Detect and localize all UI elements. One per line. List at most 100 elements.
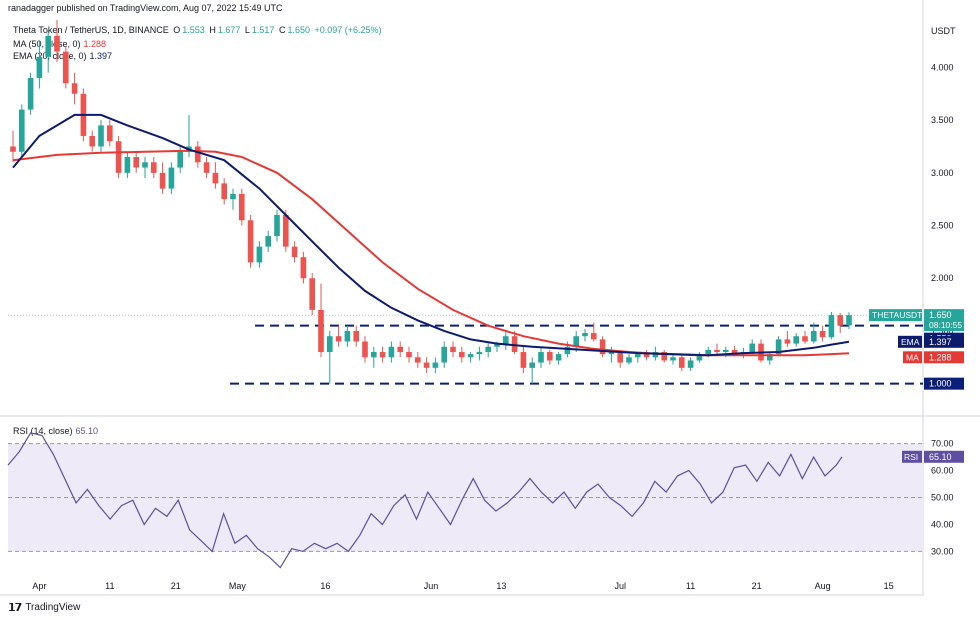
tradingview-logo-icon: 𝟭𝟳	[8, 602, 22, 614]
candle-body	[705, 349, 711, 355]
candle-body	[36, 56, 43, 78]
candle-body	[687, 360, 694, 368]
candle-body	[476, 352, 483, 355]
candle-body	[564, 346, 571, 355]
candle-body	[54, 35, 60, 52]
candle-body	[767, 354, 773, 361]
candle-body	[511, 336, 518, 353]
time-tick-label: 15	[884, 581, 894, 591]
candle-body	[459, 352, 465, 358]
candle-body	[441, 346, 447, 363]
candle-body	[124, 157, 131, 173]
currency-label: USDT	[931, 26, 956, 36]
time-tick-label: 21	[171, 581, 181, 591]
support-value: 1.000	[929, 379, 952, 389]
support-tag	[924, 377, 964, 390]
candle-body	[45, 35, 51, 57]
candle-body	[247, 220, 254, 263]
candle-body	[573, 336, 579, 347]
candle-body	[802, 336, 808, 342]
candle-body	[599, 339, 606, 355]
rsi-tick-label: 60.00	[931, 466, 954, 476]
symbol-name[interactable]: Theta Token / TetherUS, 1D, BINANCE	[13, 25, 169, 35]
candle-body	[793, 336, 799, 344]
time-tick-label: 21	[752, 581, 762, 591]
candle-body	[538, 352, 544, 363]
rsi-tick-label: 40.00	[931, 519, 954, 529]
candle-body	[221, 183, 227, 200]
candle-body	[670, 357, 676, 361]
candle-body	[547, 352, 553, 361]
ma-tag	[903, 351, 922, 364]
candle-body	[256, 246, 263, 263]
candle-body	[555, 354, 562, 361]
high-value: 1.677	[217, 25, 241, 35]
candle-body	[159, 172, 166, 189]
candle-body	[828, 315, 835, 338]
rsi-tick-label: 30.00	[931, 546, 954, 556]
price-tick-label: 2.000	[931, 273, 954, 283]
symbol-tag	[869, 309, 922, 322]
candle-body	[318, 309, 324, 353]
bar-countdown: 08:10:55	[929, 320, 962, 330]
price-tick-label: 2.500	[931, 221, 954, 231]
candle-body	[819, 330, 826, 338]
ohlc-legend: Theta Token / TetherUS, 1D, BINANCE O 1.5…	[13, 25, 384, 35]
candle-body	[652, 352, 659, 358]
last-price-value: 1.650	[929, 310, 952, 320]
candle-body	[344, 330, 351, 342]
candle-body	[107, 125, 113, 142]
candle-body	[811, 330, 817, 342]
candle-body	[661, 352, 667, 361]
ma-value: 1.288	[83, 39, 107, 49]
candle-body	[151, 162, 157, 173]
publisher-line: ranadagger published on TradingView.com,…	[8, 3, 283, 13]
candle-body	[503, 336, 509, 344]
candle-body	[142, 162, 148, 168]
candle-body	[696, 354, 703, 361]
time-tick-label: 13	[496, 581, 506, 591]
rsi-legend[interactable]: RSI (14, close) 65.10	[13, 426, 99, 436]
candle-body	[291, 246, 298, 258]
candle-body	[203, 162, 210, 173]
time-tick-label: Jul	[614, 581, 626, 591]
rsi-tick-label: 70.00	[931, 439, 954, 449]
ema20-line	[12, 113, 850, 357]
candle-body	[177, 151, 183, 168]
open-label: O	[173, 25, 181, 35]
candle-body	[406, 352, 412, 358]
tradingview-brand-label: TradingView	[25, 602, 81, 613]
ema-tag-label: EMA	[901, 337, 920, 347]
ma-price-value: 1.288	[929, 352, 952, 362]
time-tick-label: 11	[105, 581, 114, 591]
candle-body	[397, 346, 403, 353]
candle-body	[98, 125, 104, 147]
candle-body	[19, 109, 25, 152]
tradingview-brand[interactable]: 𝟭𝟳 TradingView	[8, 601, 80, 614]
time-tick-label: Jun	[424, 581, 439, 591]
rsi-value: 65.10	[75, 426, 99, 436]
candle-body	[71, 83, 78, 94]
candle-body	[617, 352, 623, 363]
ma50-line	[12, 149, 850, 357]
candle-body	[27, 77, 34, 110]
rsi-line	[7, 432, 843, 569]
candle-body	[10, 146, 16, 152]
candle-body	[635, 354, 641, 358]
candle-body	[775, 339, 782, 355]
candle-body	[274, 215, 280, 237]
time-tick-label: Apr	[32, 581, 46, 591]
candle-body	[450, 346, 456, 353]
candle-body	[300, 257, 307, 279]
change-value: +0.097 (+6.25%)	[314, 25, 382, 35]
time-tick-label: 11	[686, 581, 695, 591]
ema-price-tag	[924, 335, 964, 348]
candle-body	[643, 354, 650, 358]
candle-body	[89, 135, 95, 147]
candle-body	[239, 193, 245, 221]
candle-body	[731, 349, 738, 355]
candle-body	[265, 236, 271, 247]
candle-body	[714, 349, 720, 353]
candle-body	[591, 333, 597, 340]
